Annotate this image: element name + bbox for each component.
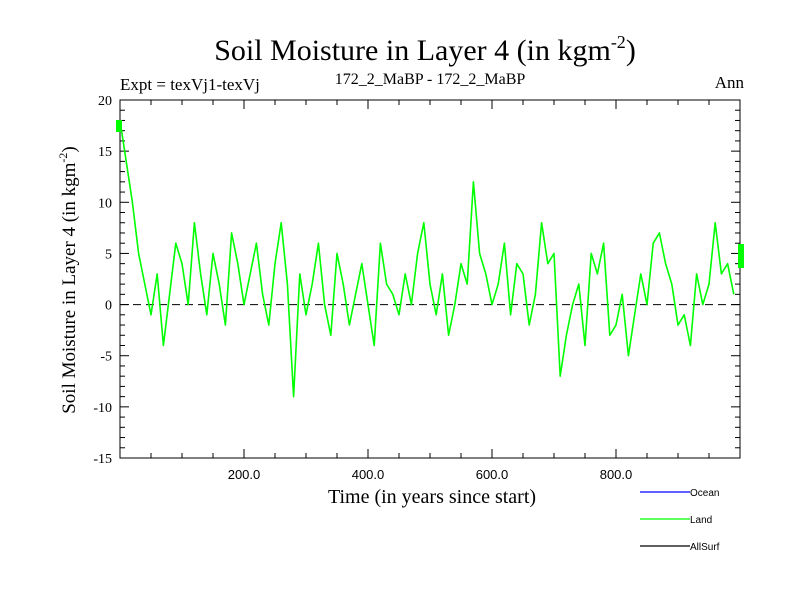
y-axis-ticks: -15 -10 -5 0 5 10 15 20 xyxy=(93,94,112,467)
series-line-land xyxy=(119,120,735,398)
subtitle-expt: Expt = texVj1-texVj xyxy=(120,75,260,94)
y-tick-label: -5 xyxy=(100,350,112,365)
x-tick-label: 400.0 xyxy=(352,467,385,482)
subtitle-period: 172_2_MaBP - 172_2_MaBP xyxy=(335,71,526,88)
x-axis-label: Time (in years since start) xyxy=(328,486,536,508)
chart-title: Soil Moisture in Layer 4 (in kgm-2) xyxy=(214,32,636,67)
y-tick-label: 10 xyxy=(98,196,112,211)
x-tick-label: 600.0 xyxy=(476,467,509,482)
x-tick-label: 800.0 xyxy=(600,467,633,482)
legend: Ocean Land AllSurf xyxy=(640,488,720,553)
x-tick-label: 200.0 xyxy=(228,467,261,482)
y-axis-label: Soil Moisture in Layer 4 (in kgm-2) xyxy=(56,146,80,414)
minor-ticks xyxy=(120,100,740,458)
series-end-marker xyxy=(738,244,744,268)
y-tick-label: -15 xyxy=(93,452,112,467)
y-tick-label: 0 xyxy=(105,299,112,314)
y-tick-label: 5 xyxy=(105,247,112,262)
legend-label-ocean: Ocean xyxy=(690,488,719,499)
series-start-marker xyxy=(116,120,122,132)
subtitle-season: Ann xyxy=(715,73,745,92)
legend-label-allsurf: AllSurf xyxy=(690,542,720,553)
y-tick-label: 15 xyxy=(98,145,112,160)
x-axis-ticks: 200.0 400.0 600.0 800.0 xyxy=(228,467,633,482)
legend-label-land: Land xyxy=(690,515,712,526)
y-tick-label: 20 xyxy=(98,94,112,109)
y-tick-label: -10 xyxy=(93,401,112,416)
